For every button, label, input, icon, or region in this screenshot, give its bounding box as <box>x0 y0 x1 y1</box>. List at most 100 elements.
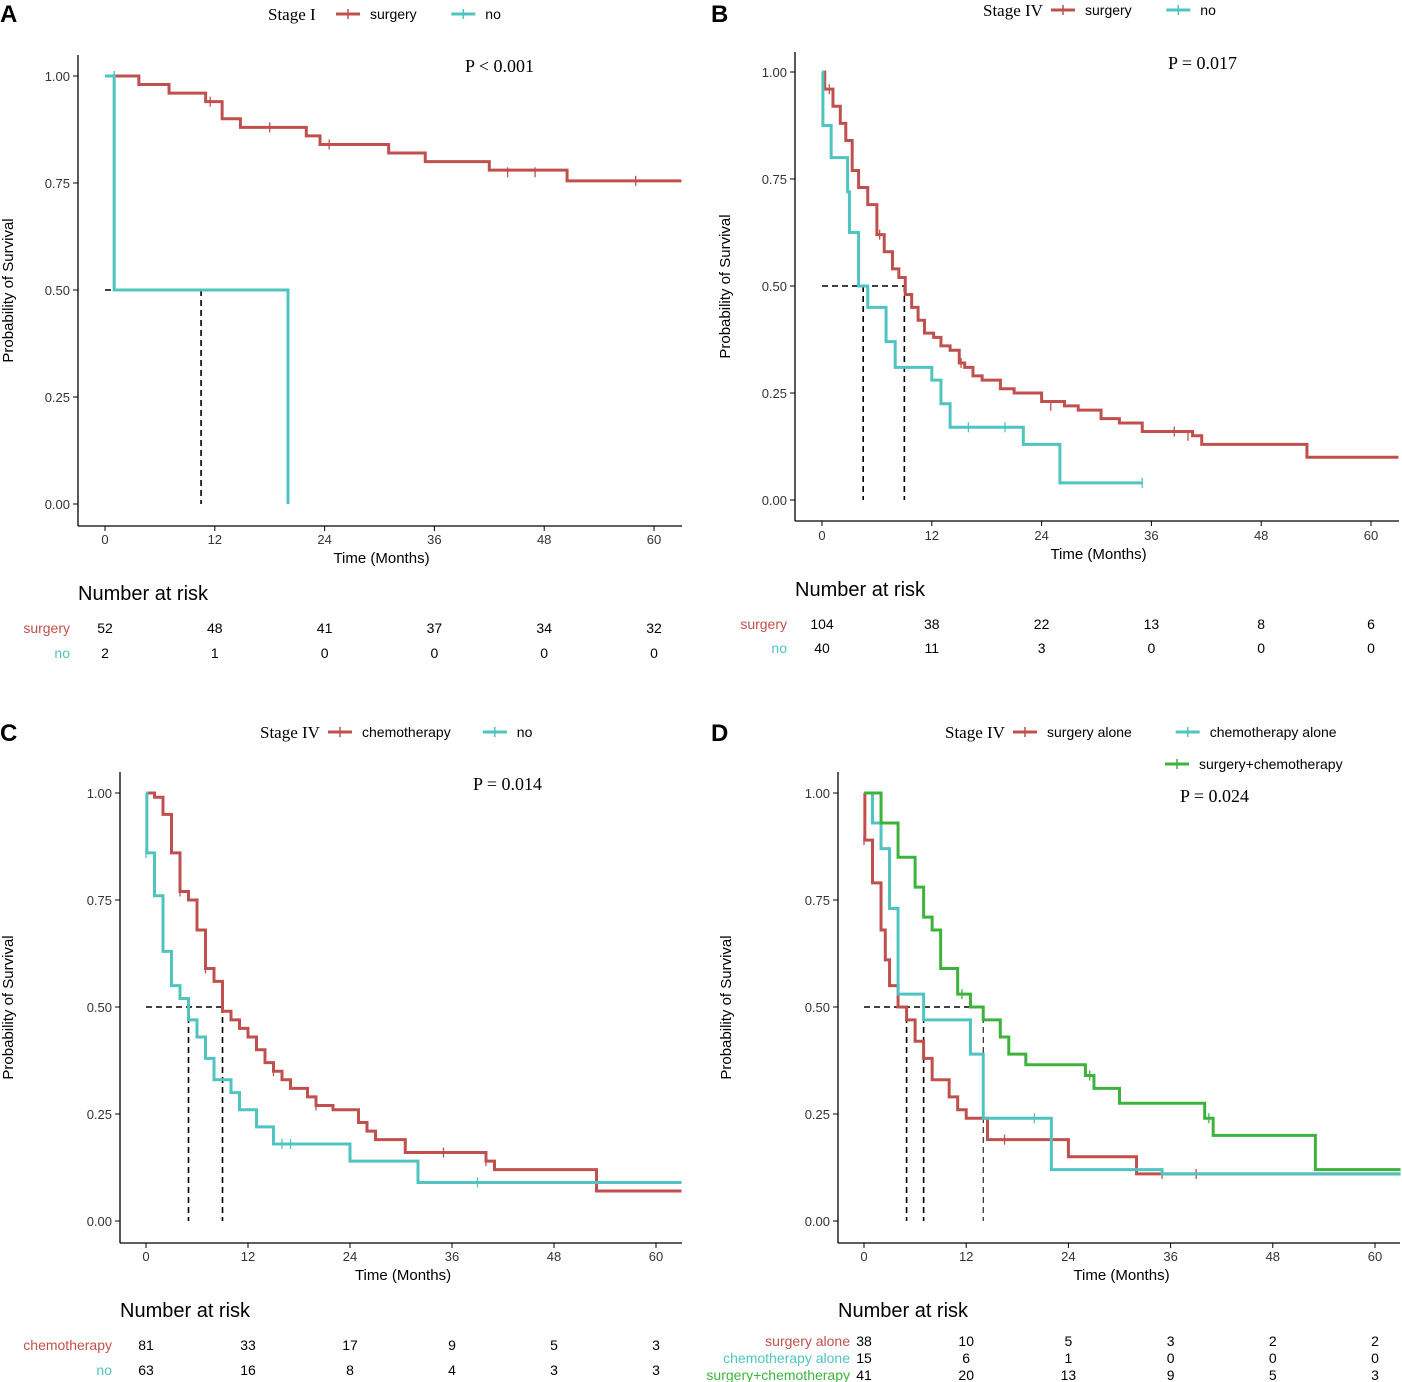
risk-count: 0 <box>1367 640 1375 656</box>
y-axis-label: Probability of Survival <box>0 218 17 362</box>
panel-letter: D <box>711 720 728 747</box>
risk-count: 3 <box>1371 1367 1379 1382</box>
survival-curve-no <box>145 791 682 1184</box>
risk-count: 13 <box>1061 1367 1077 1382</box>
legend-item: surgery+chemotherapy <box>1165 756 1343 772</box>
x-axis-label: Time (Months) <box>333 550 429 567</box>
x-tick-label: 36 <box>1163 1249 1177 1264</box>
y-tick-label: 1.00 <box>45 69 70 84</box>
risk-count: 3 <box>1167 1333 1175 1349</box>
legend-item: no <box>482 724 533 740</box>
median-lines <box>105 289 288 504</box>
risk-count: 33 <box>240 1337 256 1353</box>
risk-count: 104 <box>810 616 834 632</box>
risk-count: 8 <box>1257 616 1265 632</box>
risk-count: 20 <box>958 1367 974 1382</box>
y-tick-label: 1.00 <box>762 65 787 80</box>
risk-count: 81 <box>138 1337 154 1353</box>
risk-count: 2 <box>101 645 109 661</box>
risk-count: 10 <box>958 1333 974 1349</box>
risk-count: 3 <box>652 1337 660 1353</box>
x-tick-label: 24 <box>1034 528 1048 543</box>
y-tick-label: 0.00 <box>762 493 787 508</box>
legend-item: surgery <box>1051 2 1132 18</box>
risk-row-label: chemotherapy alone <box>723 1350 850 1366</box>
panel-letter: A <box>0 1 17 28</box>
y-tick-label: 0.50 <box>87 1000 112 1015</box>
x-tick-label: 48 <box>547 1249 561 1264</box>
y-tick-label: 0.50 <box>762 279 787 294</box>
x-tick-label: 36 <box>445 1249 459 1264</box>
y-axis-label: Probability of Survival <box>717 214 734 358</box>
risk-count: 0 <box>650 645 658 661</box>
risk-count: 3 <box>1038 640 1046 656</box>
risk-count: 41 <box>317 620 333 636</box>
x-axis-label: Time (Months) <box>1073 1267 1169 1284</box>
survival-curve-surgery <box>105 74 682 183</box>
panel-letter: B <box>711 1 728 28</box>
risk-count: 32 <box>646 620 662 636</box>
risk-table-title: Number at risk <box>838 1300 969 1322</box>
y-tick-label: 0.75 <box>45 176 70 191</box>
risk-count: 38 <box>856 1333 872 1349</box>
risk-count: 9 <box>1167 1367 1175 1382</box>
p-value: P < 0.001 <box>465 56 534 76</box>
risk-count: 0 <box>1148 640 1156 656</box>
legend-item: chemotherapy <box>328 724 451 740</box>
risk-count: 0 <box>1167 1350 1175 1366</box>
risk-count: 5 <box>1269 1367 1277 1382</box>
risk-count: 6 <box>962 1350 970 1366</box>
risk-table-title: Number at risk <box>78 583 209 605</box>
x-tick-label: 24 <box>343 1249 357 1264</box>
x-tick-label: 48 <box>1254 528 1268 543</box>
legend-title: Stage IV <box>945 723 1006 742</box>
x-tick-label: 60 <box>649 1249 663 1264</box>
risk-count: 40 <box>814 640 830 656</box>
x-tick-label: 48 <box>537 532 551 547</box>
legend-item: no <box>451 6 501 22</box>
x-tick-label: 36 <box>427 532 441 547</box>
legend-item: surgery alone <box>1013 724 1132 740</box>
survival-curve-surgery <box>822 70 1399 459</box>
survival-curve-no <box>821 70 1143 485</box>
legend-label: no <box>517 724 533 740</box>
y-tick-label: 0.50 <box>45 283 70 298</box>
survival-curve-chemotherapy-alone <box>864 791 1401 1176</box>
legend-item: chemotherapy alone <box>1175 724 1337 740</box>
p-value: P = 0.014 <box>473 774 542 794</box>
risk-count: 0 <box>540 645 548 661</box>
y-tick-label: 1.00 <box>87 786 112 801</box>
p-value: P = 0.017 <box>1168 53 1237 73</box>
risk-count: 0 <box>1371 1350 1379 1366</box>
risk-count: 5 <box>550 1337 558 1353</box>
risk-count: 5 <box>1065 1333 1073 1349</box>
legend: Stage IV surgery no <box>983 1 1216 20</box>
x-tick-label: 60 <box>1368 1249 1382 1264</box>
legend-label: no <box>485 6 501 22</box>
x-tick-label: 12 <box>241 1249 255 1264</box>
risk-count: 52 <box>97 620 113 636</box>
x-tick-label: 60 <box>647 532 661 547</box>
x-tick-label: 48 <box>1266 1249 1280 1264</box>
risk-count: 4 <box>448 1362 456 1378</box>
survival-curve-surgery-chemotherapy <box>864 791 1401 1172</box>
km-panel-C: C Stage IV chemotherapy no 0.00 0.25 0.50 0.75 1… <box>0 720 682 1378</box>
legend-label: chemotherapy alone <box>1210 724 1337 740</box>
km-panel-B: B Stage IV surgery no 0.00 0.25 0.50 0.75 1.00 0 1… <box>711 1 1399 656</box>
x-tick-label: 0 <box>142 1249 149 1264</box>
risk-count: 8 <box>346 1362 354 1378</box>
risk-count: 48 <box>207 620 223 636</box>
y-tick-label: 0.25 <box>45 390 70 405</box>
risk-row-label: no <box>771 640 787 656</box>
legend-item: surgery <box>336 6 417 22</box>
y-axis-label: Probability of Survival <box>0 935 17 1079</box>
legend-label: surgery alone <box>1047 724 1132 740</box>
x-tick-label: 12 <box>925 528 939 543</box>
risk-count: 9 <box>448 1337 456 1353</box>
x-tick-label: 24 <box>317 532 331 547</box>
x-tick-label: 12 <box>208 532 222 547</box>
risk-count: 0 <box>431 645 439 661</box>
